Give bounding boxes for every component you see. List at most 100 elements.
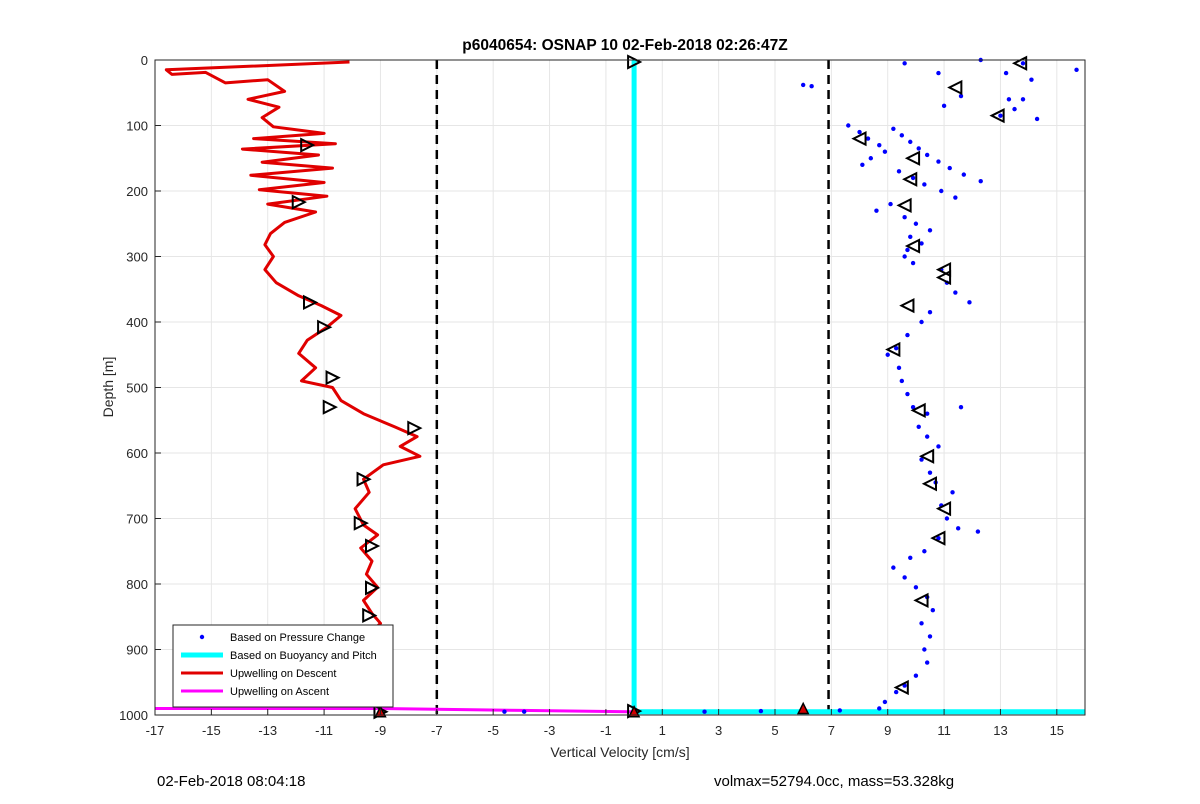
y-tick-label: 0 xyxy=(141,53,148,68)
y-tick-label: 1000 xyxy=(119,708,148,723)
x-tick-label: 15 xyxy=(1050,723,1064,738)
pressure-change-point xyxy=(905,332,910,338)
y-axis-label: Depth [m] xyxy=(100,357,116,418)
ascent-marker xyxy=(918,448,935,464)
pressure-change-point xyxy=(927,228,933,233)
red-triangle-marker xyxy=(627,705,641,718)
y-tick-label: 800 xyxy=(126,577,148,592)
x-tick-label: 1 xyxy=(659,723,666,738)
pressure-change-point xyxy=(919,621,924,626)
ascent-marker xyxy=(935,501,952,517)
pressure-change-point xyxy=(800,82,806,88)
pressure-change-point xyxy=(1006,97,1012,102)
descent-marker xyxy=(303,294,319,310)
ascent-marker xyxy=(851,130,867,147)
pressure-change-point xyxy=(905,391,910,397)
descent-marker xyxy=(365,538,381,554)
pressure-change-point xyxy=(967,300,972,305)
pressure-change-point xyxy=(885,352,890,357)
pressure-change-point xyxy=(1074,67,1079,73)
pressure-change-point xyxy=(502,709,507,714)
descent-marker xyxy=(353,515,369,531)
ascent-marker xyxy=(902,171,918,187)
pressure-change-point xyxy=(857,129,862,135)
pressure-change-point xyxy=(958,93,964,99)
x-tick-label: -5 xyxy=(487,723,499,738)
pressure-change-point xyxy=(908,555,913,560)
pressure-change-point xyxy=(927,470,933,475)
pressure-change-point xyxy=(809,84,814,89)
pressure-change-point xyxy=(910,175,916,181)
footer-timestamp: 02-Feb-2018 08:04:18 xyxy=(157,773,306,790)
series-line-upwelling-on-ascent xyxy=(155,707,635,714)
pressure-change-point xyxy=(902,215,907,220)
pressure-change-point xyxy=(947,165,952,171)
plot-area xyxy=(155,54,1085,720)
pressure-change-point xyxy=(930,608,936,613)
x-tick-label: -11 xyxy=(315,723,333,738)
pressure-change-point xyxy=(936,70,941,76)
pressure-change-point xyxy=(919,457,924,462)
y-tick-label: 900 xyxy=(126,643,148,658)
ascent-marker xyxy=(989,108,1005,124)
pressure-change-point xyxy=(953,195,958,200)
pressure-change-point xyxy=(1020,97,1026,102)
pressure-change-point xyxy=(882,699,888,705)
pressure-change-point xyxy=(837,708,843,713)
pressure-change-point xyxy=(919,241,924,246)
y-tick-label: 700 xyxy=(126,512,148,527)
pressure-change-point xyxy=(927,634,933,639)
pressure-change-point xyxy=(936,535,941,541)
ascent-marker xyxy=(899,298,915,314)
pressure-change-point xyxy=(924,660,930,665)
pressure-change-point xyxy=(913,673,919,678)
pressure-change-point xyxy=(896,169,902,174)
pressure-change-point xyxy=(891,126,896,131)
footer-summary: volmax=52794.0cc, mass=53.328kg xyxy=(714,773,955,790)
x-tick-label: -13 xyxy=(258,723,277,738)
pressure-change-point xyxy=(975,529,981,534)
pressure-change-point xyxy=(978,178,983,184)
pressure-change-point xyxy=(922,647,927,652)
descent-marker xyxy=(325,370,341,386)
pressure-change-point xyxy=(924,434,930,439)
descent-marker xyxy=(317,319,333,335)
pressure-change-point xyxy=(916,146,921,151)
pressure-change-point xyxy=(905,247,910,253)
legend-swatch-points xyxy=(199,634,205,640)
x-tick-label: 13 xyxy=(993,723,1007,738)
descent-marker xyxy=(365,580,381,596)
ascent-marker xyxy=(893,679,909,696)
pressure-change-point xyxy=(953,290,958,295)
pressure-change-point xyxy=(1034,116,1040,122)
descent-marker xyxy=(627,54,643,70)
pressure-change-point xyxy=(758,708,764,714)
pressure-change-point xyxy=(891,565,896,570)
pressure-change-point xyxy=(913,221,919,226)
pressure-change-point xyxy=(1020,61,1026,66)
x-tick-label: -7 xyxy=(431,723,443,738)
pressure-change-point xyxy=(846,123,851,128)
descent-marker xyxy=(291,194,307,210)
x-tick-label: -1 xyxy=(600,723,612,738)
pressure-change-point xyxy=(899,133,905,138)
legend-entry-label: Based on Buoyancy and Pitch xyxy=(230,650,377,662)
pressure-change-point xyxy=(899,378,905,384)
pressure-change-point xyxy=(865,136,871,141)
pressure-change-point xyxy=(913,585,919,590)
pressure-change-point xyxy=(888,201,893,207)
pressure-change-point xyxy=(893,346,899,351)
pressure-change-point xyxy=(958,404,964,410)
x-tick-label: 7 xyxy=(828,723,835,738)
pressure-change-point xyxy=(910,260,916,266)
ascent-marker xyxy=(930,530,946,546)
pressure-change-point xyxy=(860,162,865,167)
ascent-marker xyxy=(947,79,963,96)
y-tick-label: 300 xyxy=(126,250,148,265)
pressure-change-point xyxy=(939,188,944,194)
pressure-change-point xyxy=(882,149,888,154)
x-tick-label: -3 xyxy=(544,723,556,738)
pressure-change-point xyxy=(961,172,967,177)
y-tick-label: 400 xyxy=(126,315,148,330)
